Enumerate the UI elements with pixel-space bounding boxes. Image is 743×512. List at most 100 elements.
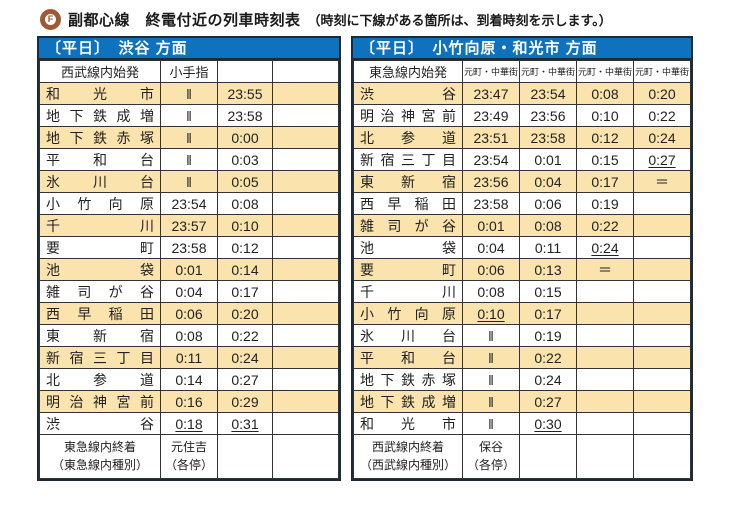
time-cell [633, 192, 691, 215]
station-name-cell: 氷川台 [39, 170, 161, 193]
time-cell: 0:00 [217, 126, 273, 149]
page-title-note: （時刻に下線がある箇所は、到着時刻を示します。） [307, 13, 612, 28]
station-row: 和光市 ‖ 23:55 [39, 82, 339, 105]
station-name-cell: 小竹向原 [39, 192, 161, 215]
time-cell: 0:01 [462, 214, 520, 237]
station-row: 千川 0:08 0:15 [353, 280, 691, 303]
station-row: 北参道 0:14 0:27 [39, 368, 339, 391]
time-cell: 0:08 [217, 192, 273, 215]
time-cell: 23:58 [217, 104, 273, 127]
time-cell: 0:24 [519, 368, 577, 391]
time-cell: 0:15 [576, 148, 634, 171]
time-cell: 0:24 [217, 346, 273, 369]
time-cell: 23:49 [462, 104, 520, 127]
time-cell [272, 148, 339, 171]
time-cell: 0:24 [633, 126, 691, 149]
station-row: 雑司が谷 0:01 0:08 0:22 [353, 214, 691, 237]
train-column-header [272, 60, 339, 83]
station-row: 小竹向原 0:10 0:17 [353, 302, 691, 325]
time-cell [272, 170, 339, 193]
time-cell: 0:01 [519, 148, 577, 171]
shibuya-timetable: 西武線内始発 小手指 和光市 ‖ 23:55 地下鉄成増 ‖ 23:58 地下鉄赤塚 ‖ 0:0… [39, 60, 339, 479]
time-cell: 0:22 [217, 324, 273, 347]
time-cell: 0:04 [519, 170, 577, 193]
time-cell: 0:17 [217, 280, 273, 303]
time-cell [576, 346, 634, 369]
station-name-cell: 平和台 [353, 346, 463, 369]
time-cell: 23:56 [462, 170, 520, 193]
station-name-cell: 池袋 [39, 258, 161, 281]
time-cell: ＝ [633, 170, 691, 193]
station-name-cell: 渋谷 [353, 82, 463, 105]
time-cell [272, 412, 339, 435]
timetables-container: 〔平日〕 渋谷 方面 西武線内始発 小手指 和光市 ‖ 23:55 地下鉄成増 ‖ 23:… [37, 36, 743, 481]
time-cell: 0:22 [519, 346, 577, 369]
time-cell: 0:08 [519, 214, 577, 237]
terminus-label-cell: 西武線内終着 （西武線内種別） [353, 434, 463, 479]
time-cell [272, 258, 339, 281]
time-cell: 0:20 [217, 302, 273, 325]
station-row: 明治神宮前 0:16 0:29 [39, 390, 339, 413]
time-cell: ‖ [462, 390, 520, 413]
station-row: 氷川台 ‖ 0:19 [353, 324, 691, 347]
table-title-shibuya: 〔平日〕 渋谷 方面 [39, 38, 339, 60]
station-row: 池袋 0:01 0:14 [39, 258, 339, 281]
station-row: 池袋 0:04 0:11 0:24 [353, 236, 691, 259]
empty-cell [576, 434, 634, 479]
time-cell: 0:10 [462, 302, 520, 325]
empty-cell [519, 434, 577, 479]
time-cell [633, 280, 691, 303]
station-row: 西早稲田 0:06 0:20 [39, 302, 339, 325]
station-row: 地下鉄赤塚 ‖ 0:00 [39, 126, 339, 149]
station-row: 北参道 23:51 23:58 0:12 0:24 [353, 126, 691, 149]
time-cell: ‖ [160, 126, 218, 149]
time-cell: 0:12 [217, 236, 273, 259]
empty-cell [633, 434, 691, 479]
time-cell: 0:17 [519, 302, 577, 325]
time-cell: 0:14 [160, 368, 218, 391]
time-cell: 0:19 [576, 192, 634, 215]
time-cell [633, 214, 691, 237]
time-cell: 0:30 [519, 412, 577, 435]
table-footer-row: 東急線内終着 （東急線内種別） 元住吉 （各停） [39, 434, 339, 479]
time-cell [272, 192, 339, 215]
weekday-shibuya-table: 〔平日〕 渋谷 方面 西武線内始発 小手指 和光市 ‖ 23:55 地下鉄成増 ‖ 23:… [37, 36, 341, 481]
page-title: 副都心線 終電付近の列車時刻表 [68, 12, 301, 29]
time-cell: 0:11 [160, 346, 218, 369]
time-cell: ‖ [462, 368, 520, 391]
station-name-cell: 明治神宮前 [353, 104, 463, 127]
station-row: 千川 23:57 0:10 [39, 214, 339, 237]
station-name-cell: 和光市 [39, 82, 161, 105]
time-cell: 23:58 [462, 192, 520, 215]
time-cell [272, 346, 339, 369]
time-cell: 23:54 [519, 82, 577, 105]
station-name-cell: 要町 [353, 258, 463, 281]
time-cell [272, 368, 339, 391]
time-cell [633, 258, 691, 281]
time-cell: 0:20 [633, 82, 691, 105]
station-name-cell: 渋谷 [39, 412, 161, 435]
station-name-cell: 雑司が谷 [353, 214, 463, 237]
time-cell: 0:03 [217, 148, 273, 171]
station-row: 要町 23:58 0:12 [39, 236, 339, 259]
time-cell: 0:22 [576, 214, 634, 237]
terminus-value-cell: 元住吉 （各停） [160, 434, 218, 479]
time-cell [633, 346, 691, 369]
wakoshi-timetable: 東急線内始発 元町・中華街 元町・中華街 元町・中華街 元町・中華街 渋谷 23:… [353, 60, 691, 479]
time-cell: 0:29 [217, 390, 273, 413]
time-cell: 0:04 [462, 236, 520, 259]
time-cell [633, 390, 691, 413]
time-cell: 0:12 [576, 126, 634, 149]
time-cell [576, 390, 634, 413]
time-cell [272, 324, 339, 347]
time-cell: ‖ [462, 324, 520, 347]
time-cell: 23:54 [462, 148, 520, 171]
time-cell: 0:27 [217, 368, 273, 391]
station-row: 和光市 ‖ 0:30 [353, 412, 691, 435]
time-cell: 0:10 [576, 104, 634, 127]
time-cell: 23:56 [519, 104, 577, 127]
train-column-header: 元町・中華街 [576, 60, 634, 83]
fukutoshin-line-icon: F [40, 9, 61, 30]
time-cell [272, 236, 339, 259]
